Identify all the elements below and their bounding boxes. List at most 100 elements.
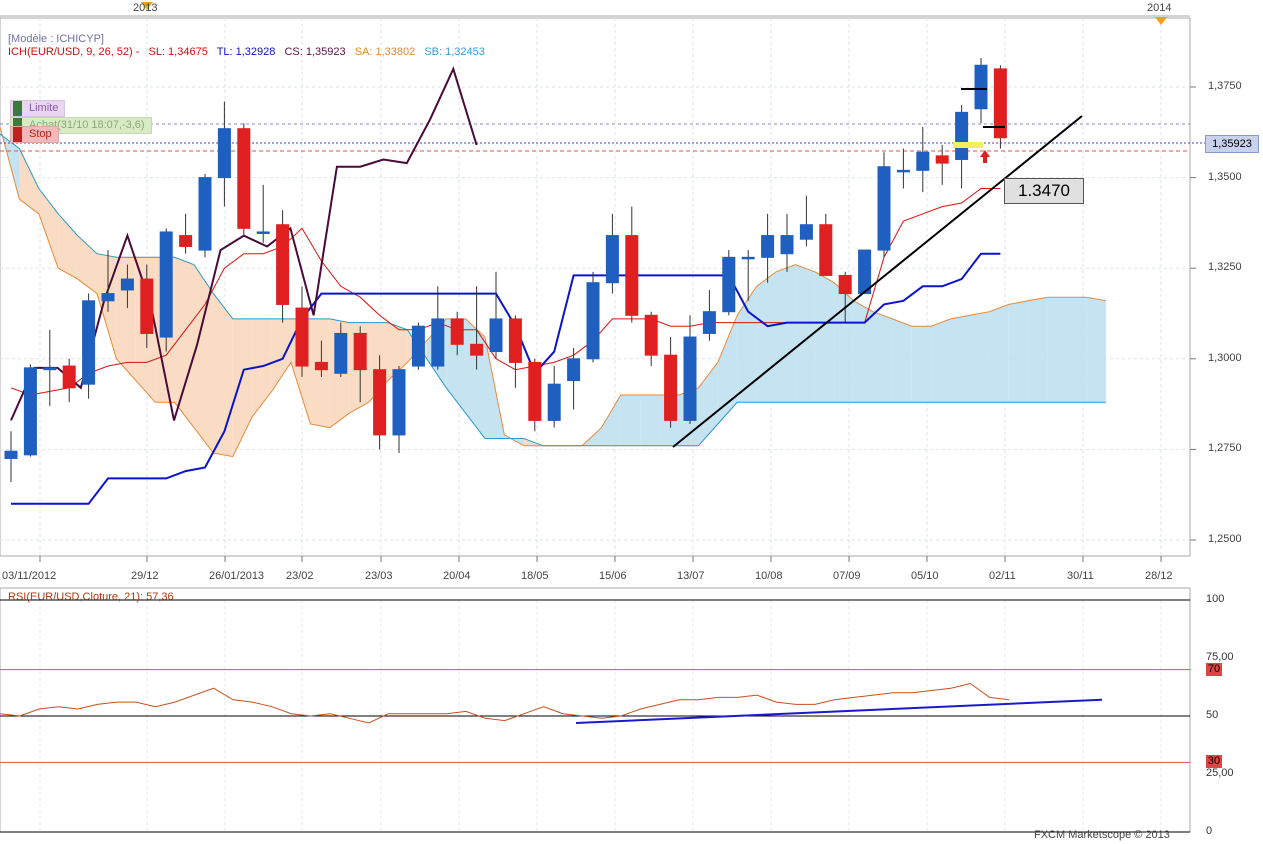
candle-body-bull bbox=[799, 224, 813, 240]
rsi-line bbox=[0, 682, 1010, 724]
kumo-segment bbox=[388, 322, 408, 381]
candle-body-bull bbox=[780, 235, 794, 255]
kumo-segment bbox=[38, 188, 59, 269]
date-tick-label: 28/12 bbox=[1145, 570, 1173, 582]
candle-body-bull bbox=[489, 318, 503, 353]
date-tick-label: 30/11 bbox=[1067, 570, 1094, 582]
candle-body-bull bbox=[683, 336, 697, 421]
kumo-segment bbox=[892, 318, 912, 403]
rsi-tick-label: 50 bbox=[1206, 709, 1219, 721]
rsi-tick-label: 25,00 bbox=[1206, 767, 1234, 779]
price-tick-label: 1,3000 bbox=[1208, 351, 1242, 364]
rsi-tick-label: 100 bbox=[1206, 593, 1225, 605]
ich-name: ICH(EUR/USD, 9, 26, 52) - bbox=[8, 46, 140, 58]
year-label-2014: 2014 bbox=[1147, 2, 1172, 14]
year-marker-2013 bbox=[141, 2, 153, 10]
kumo-segment bbox=[911, 326, 932, 403]
candle-body-bull bbox=[547, 383, 561, 421]
candle-body-bull bbox=[82, 300, 96, 385]
date-tick-label: 20/04 bbox=[443, 570, 471, 582]
kumo-segment bbox=[1008, 300, 1029, 403]
year-marker-2014 bbox=[1155, 17, 1167, 25]
candle-body-bear bbox=[838, 274, 852, 295]
rsi-tick-label: 0 bbox=[1206, 825, 1213, 837]
kumo-segment bbox=[970, 311, 990, 403]
buy-order-marker bbox=[13, 118, 22, 133]
kumo-segment bbox=[252, 318, 272, 417]
kumo-segment bbox=[174, 257, 194, 428]
date-tick-label: 13/07 bbox=[677, 570, 705, 582]
date-tick-label: 29/12 bbox=[131, 570, 159, 582]
candle-body-bear bbox=[62, 365, 76, 389]
kumo-segment bbox=[717, 315, 738, 425]
candle-body-bear bbox=[508, 318, 522, 363]
senkou-b-line bbox=[0, 133, 1106, 447]
candle-body-bear bbox=[450, 318, 464, 345]
stop-order-tag[interactable]: Stop bbox=[10, 126, 59, 143]
candle-body-bull bbox=[567, 358, 581, 382]
price-tick-label: 1,3500 bbox=[1208, 170, 1242, 183]
candle-body-bull bbox=[896, 169, 910, 173]
candle-body-bull bbox=[159, 231, 173, 338]
kumo-segment bbox=[19, 148, 39, 214]
candle-body-bull bbox=[722, 256, 736, 313]
candle-body-bull bbox=[761, 235, 775, 258]
price-tick-label: 1,2500 bbox=[1208, 533, 1242, 545]
candle-body-bear bbox=[993, 68, 1007, 139]
candle-body-bear bbox=[528, 361, 542, 421]
legend-sl: SL: 1,34675 bbox=[148, 46, 208, 58]
price-tick-label: 1,3750 bbox=[1208, 80, 1242, 92]
rsi-tick-label: 70 bbox=[1206, 662, 1222, 676]
rsi-panel-frame bbox=[0, 587, 1191, 833]
candle-body-bull bbox=[741, 256, 755, 260]
stop-order-marker bbox=[13, 127, 22, 142]
candle-body-bull bbox=[217, 128, 231, 179]
limit-order-tag[interactable]: Limite bbox=[10, 100, 66, 117]
kumo-segment bbox=[77, 235, 97, 294]
legend-cs: CS: 1,35923 bbox=[284, 46, 346, 58]
current-price-tag: 1,35923 bbox=[1205, 135, 1259, 153]
year-label-2013: 2013 bbox=[133, 2, 158, 14]
kumo-segment bbox=[795, 264, 815, 403]
buy-entry-highlight bbox=[953, 142, 983, 148]
kumo-segment bbox=[814, 271, 835, 403]
kumo-segment bbox=[873, 311, 893, 403]
price-tick-label: 1,3250 bbox=[1208, 261, 1242, 274]
date-tick-label: 23/02 bbox=[286, 570, 314, 582]
candle-body-bull bbox=[955, 111, 969, 160]
candle-body-bull bbox=[23, 367, 37, 456]
candle-body-bull bbox=[916, 151, 930, 171]
candle-body-bear bbox=[140, 278, 154, 334]
limit-order-marker bbox=[13, 101, 22, 116]
candle-body-bull bbox=[256, 231, 270, 234]
kumo-segment bbox=[1086, 297, 1106, 403]
date-tick-label: 18/05 bbox=[521, 570, 549, 582]
rsi-trendline bbox=[575, 698, 1103, 724]
candle-body-bull bbox=[877, 166, 891, 251]
kumo-segment bbox=[640, 395, 660, 446]
candle-body-bear bbox=[664, 354, 678, 421]
kumo-segment bbox=[620, 395, 641, 446]
date-tick-label: 02/11 bbox=[989, 570, 1016, 582]
date-tick-label: 15/06 bbox=[599, 570, 627, 582]
candle-body-bull bbox=[702, 311, 716, 334]
candle-body-bull bbox=[974, 64, 988, 110]
kumo-segment bbox=[931, 318, 951, 403]
candle-body-bull bbox=[198, 177, 212, 251]
support-trendline bbox=[672, 115, 1083, 448]
date-tick-label: 10/08 bbox=[755, 570, 783, 582]
candle-body-bear bbox=[470, 343, 484, 356]
legend-sb: SB: 1,32453 bbox=[424, 46, 485, 58]
candle-body-bear bbox=[237, 128, 251, 229]
kumo-segment bbox=[756, 271, 776, 403]
kumo-segment bbox=[1028, 297, 1048, 403]
candle-body-bear bbox=[353, 332, 367, 371]
legend-tl: TL: 1,32928 bbox=[216, 46, 276, 58]
date-tick-label: 23/03 bbox=[365, 570, 393, 582]
kumo-segment bbox=[698, 362, 718, 446]
candle-body-bear bbox=[373, 369, 387, 436]
candle-body-bear bbox=[935, 155, 949, 164]
candle-body-bull bbox=[43, 367, 57, 371]
